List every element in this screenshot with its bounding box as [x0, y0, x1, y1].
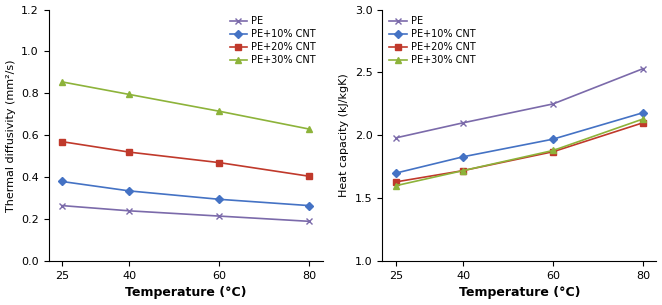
- PE+30% CNT: [392, 184, 400, 188]
- PE+10% CNT: [639, 111, 647, 115]
- Y-axis label: Thermal diffusivity (mm²/s): Thermal diffusivity (mm²/s): [5, 59, 15, 212]
- Line: PE+20% CNT: PE+20% CNT: [393, 120, 645, 185]
- PE+20% CNT: [459, 169, 467, 172]
- PE+10% CNT: [392, 171, 400, 175]
- PE: [126, 209, 134, 213]
- Y-axis label: Heat capacity (kJ/kgK): Heat capacity (kJ/kgK): [340, 74, 350, 197]
- PE+20% CNT: [639, 121, 647, 125]
- PE+20% CNT: [215, 161, 223, 164]
- Legend: PE, PE+10% CNT, PE+20% CNT, PE+30% CNT: PE, PE+10% CNT, PE+20% CNT, PE+30% CNT: [387, 14, 477, 67]
- PE+20% CNT: [392, 180, 400, 184]
- PE+10% CNT: [305, 204, 313, 207]
- PE: [549, 102, 557, 106]
- PE+20% CNT: [305, 174, 313, 178]
- Line: PE+20% CNT: PE+20% CNT: [60, 139, 312, 179]
- PE+10% CNT: [126, 189, 134, 193]
- PE+30% CNT: [58, 80, 66, 84]
- PE: [459, 121, 467, 125]
- Line: PE: PE: [393, 66, 645, 141]
- PE+10% CNT: [215, 197, 223, 201]
- PE+20% CNT: [126, 150, 134, 154]
- PE+30% CNT: [459, 169, 467, 172]
- PE+30% CNT: [639, 117, 647, 121]
- Legend: PE, PE+10% CNT, PE+20% CNT, PE+30% CNT: PE, PE+10% CNT, PE+20% CNT, PE+30% CNT: [228, 14, 318, 67]
- Line: PE+30% CNT: PE+30% CNT: [60, 79, 312, 132]
- PE+10% CNT: [549, 137, 557, 141]
- Line: PE: PE: [60, 203, 312, 224]
- PE+30% CNT: [215, 109, 223, 113]
- X-axis label: Temperature (°C): Temperature (°C): [459, 286, 580, 300]
- PE: [305, 220, 313, 223]
- X-axis label: Temperature (°C): Temperature (°C): [125, 286, 246, 300]
- PE+30% CNT: [126, 93, 134, 96]
- PE+10% CNT: [58, 180, 66, 183]
- PE: [639, 67, 647, 70]
- PE+20% CNT: [549, 150, 557, 153]
- PE: [392, 136, 400, 140]
- Line: PE+30% CNT: PE+30% CNT: [393, 116, 645, 188]
- PE+10% CNT: [459, 155, 467, 159]
- PE+20% CNT: [58, 140, 66, 143]
- PE: [215, 214, 223, 218]
- PE+30% CNT: [305, 127, 313, 131]
- PE+30% CNT: [549, 149, 557, 152]
- Line: PE+10% CNT: PE+10% CNT: [60, 179, 312, 208]
- PE: [58, 204, 66, 207]
- Line: PE+10% CNT: PE+10% CNT: [393, 110, 645, 176]
